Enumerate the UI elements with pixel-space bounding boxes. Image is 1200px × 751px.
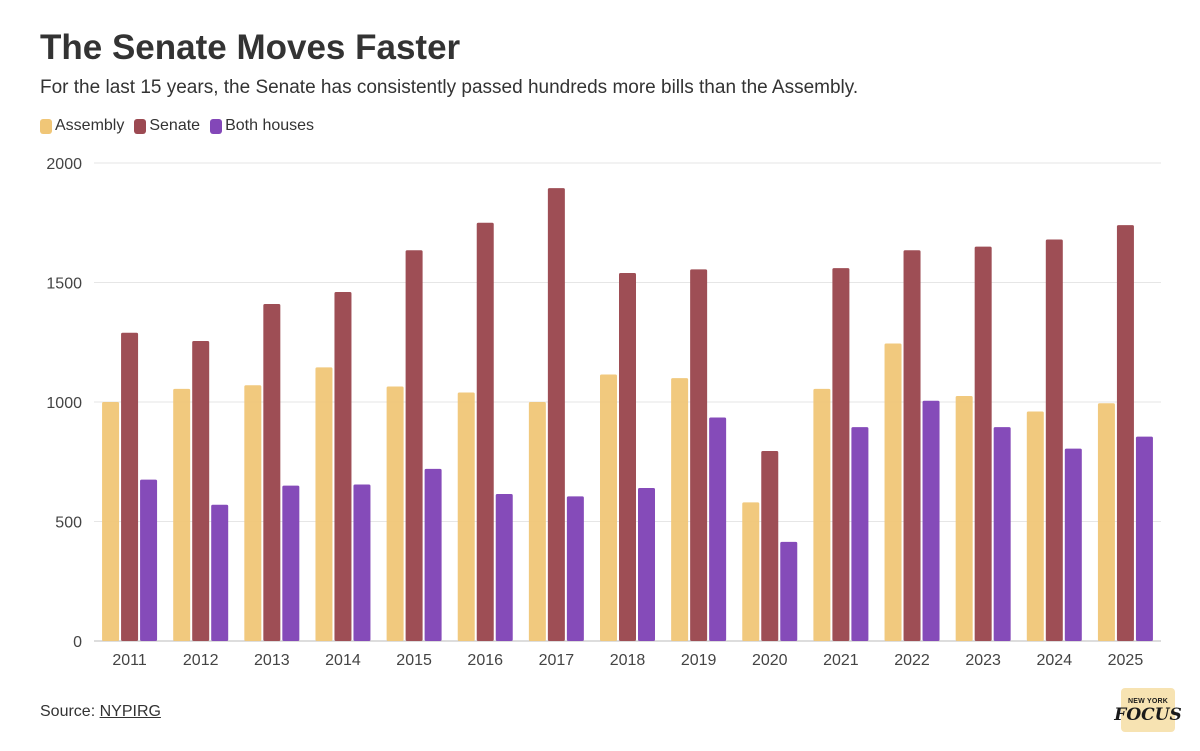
bar-assembly-2012: Assembly 2012: 1055: [173, 388, 191, 641]
x-tick-label-2015: 2015: [396, 652, 432, 669]
new-york-focus-logo: NEW YORK FOCUS: [1114, 688, 1182, 732]
bar-assembly-2015: Assembly 2015: 1065: [386, 386, 404, 641]
x-tick-label-2017: 2017: [539, 652, 575, 669]
bar-senate-2022: Senate 2022: 1635: [903, 250, 921, 642]
bar-senate-2020: Senate 2020: 795: [761, 450, 779, 641]
legend-swatch-senate: [134, 118, 147, 134]
bar-senate-2024: Senate 2024: 1680: [1045, 239, 1063, 642]
x-tick-label-2023: 2023: [965, 652, 1001, 669]
x-tick-label-2025: 2025: [1108, 652, 1144, 669]
legend-item-assembly: Assembly: [40, 117, 124, 135]
bar-assembly-2018: Assembly 2018: 1115: [600, 374, 617, 641]
legend-swatch-both-houses: [210, 118, 223, 134]
source-label: Source:: [40, 703, 100, 720]
x-tick-label-2022: 2022: [894, 652, 930, 669]
legend-label-senate: Senate: [149, 117, 201, 134]
legend-label-both-houses: Both houses: [225, 117, 315, 134]
bar-both-houses-2018: Both houses 2018: 640: [638, 488, 655, 641]
x-tick-label-2019: 2019: [681, 652, 717, 669]
y-tick-label-1000: 1000: [46, 395, 82, 412]
bar-senate-2013: Senate 2013: 1410: [263, 304, 281, 641]
bar-assembly-2025: Assembly 2025: 995: [1097, 403, 1115, 641]
x-tick-label-2011: 2011: [112, 652, 147, 669]
source-link-nypirg[interactable]: NYPIRG: [99, 703, 161, 720]
bar-both-houses-2014: Both houses 2014: 655: [353, 484, 371, 641]
bar-assembly-2020: Assembly 2020: 580: [742, 502, 760, 641]
chart-subtitle: For the last 15 years, the Senate has co…: [40, 77, 859, 98]
bar-senate-2011: Senate 2011: 1290: [121, 332, 139, 641]
bar-senate-2019: Senate 2019: 1555: [690, 269, 708, 641]
logo-text-top: NEW YORK: [1128, 697, 1168, 705]
bar-assembly-2013: Assembly 2013: 1070: [244, 385, 262, 641]
bar-senate-2017: Senate 2017: 1895: [547, 188, 565, 641]
legend-item-both-houses: Both houses: [210, 117, 314, 135]
bar-senate-2012: Senate 2012: 1255: [192, 341, 210, 641]
bar-assembly-2014: Assembly 2014: 1145: [315, 367, 333, 641]
bar-both-houses-2011: Both houses 2011: 675: [140, 479, 158, 641]
bar-senate-2016: Senate 2016: 1750: [476, 222, 494, 641]
chart-legend: Assembly Senate Both houses: [40, 117, 314, 135]
bar-assembly-2017: Assembly 2017: 1000: [528, 402, 546, 641]
bar-both-houses-2016: Both houses 2016: 615: [495, 494, 513, 641]
bar-both-houses-2022: Both houses 2022: 1005: [922, 400, 940, 641]
bar-assembly-2024: Assembly 2024: 960: [1026, 411, 1044, 641]
x-tick-label-2024: 2024: [1037, 652, 1073, 669]
bar-assembly-2022: Assembly 2022: 1245: [884, 343, 902, 641]
bar-senate-2015: Senate 2015: 1635: [405, 250, 423, 642]
source-note: Source: NYPIRG: [40, 703, 161, 721]
bar-both-houses-2015: Both houses 2015: 720: [424, 468, 442, 641]
y-tick-label-2000: 2000: [46, 156, 82, 173]
bar-both-houses-2025: Both houses 2025: 855: [1135, 436, 1153, 641]
bar-senate-2021: Senate 2021: 1560: [832, 268, 850, 641]
bar-assembly-2016: Assembly 2016: 1040: [457, 392, 475, 641]
legend-label-assembly: Assembly: [55, 117, 125, 134]
x-tick-label-2021: 2021: [823, 652, 859, 669]
x-tick-label-2012: 2012: [183, 652, 219, 669]
x-tick-label-2018: 2018: [610, 652, 646, 669]
bar-assembly-2023: Assembly 2023: 1025: [955, 396, 973, 641]
bar-senate-2025: Senate 2025: 1740: [1116, 225, 1134, 641]
bar-both-houses-2021: Both houses 2021: 895: [851, 427, 869, 641]
x-tick-label-2016: 2016: [467, 652, 503, 669]
y-tick-label-1500: 1500: [46, 276, 82, 293]
x-tick-label-2014: 2014: [325, 652, 361, 669]
bar-senate-2014: Senate 2014: 1460: [334, 292, 352, 641]
bar-both-houses-2017: Both houses 2017: 605: [566, 496, 584, 641]
y-tick-label-500: 500: [55, 515, 82, 532]
x-tick-label-2013: 2013: [254, 652, 290, 669]
bar-both-houses-2024: Both houses 2024: 805: [1064, 448, 1082, 641]
bar-both-houses-2013: Both houses 2013: 650: [282, 485, 300, 641]
bar-senate-2018: Senate 2018: 1540: [619, 272, 636, 641]
bar-both-houses-2019: Both houses 2019: 935: [709, 417, 727, 641]
legend-swatch-assembly: [40, 118, 52, 134]
bar-senate-2023: Senate 2023: 1650: [974, 246, 992, 641]
bar-assembly-2019: Assembly 2019: 1100: [671, 378, 689, 641]
bar-both-houses-2023: Both houses 2023: 895: [993, 427, 1011, 641]
chart-title: The Senate Moves Faster: [40, 28, 461, 67]
y-tick-label-0: 0: [73, 634, 82, 651]
legend-item-senate: Senate: [134, 117, 200, 135]
bar-assembly-2021: Assembly 2021: 1055: [813, 388, 831, 641]
bar-both-houses-2020: Both houses 2020: 415: [780, 541, 798, 641]
logo-text-bottom: FOCUS: [1114, 704, 1182, 725]
bar-assembly-2011: Assembly 2011: 1000: [102, 402, 120, 641]
bar-both-houses-2012: Both houses 2012: 570: [211, 504, 229, 641]
x-tick-label-2020: 2020: [752, 652, 788, 669]
